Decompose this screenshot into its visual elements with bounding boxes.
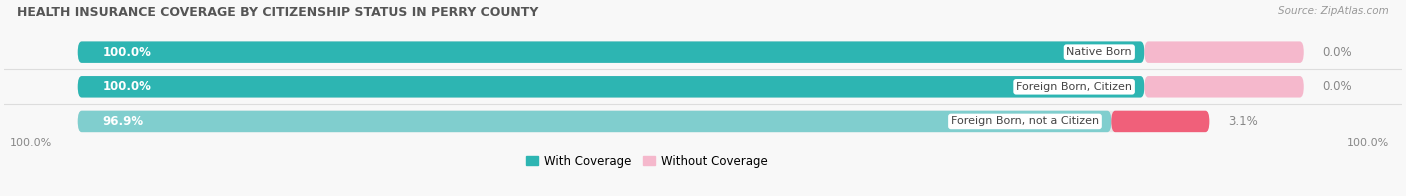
FancyBboxPatch shape — [77, 111, 1144, 132]
Text: 0.0%: 0.0% — [1322, 80, 1351, 93]
FancyBboxPatch shape — [77, 111, 1111, 132]
Text: Native Born: Native Born — [1067, 47, 1132, 57]
FancyBboxPatch shape — [1144, 41, 1303, 63]
Text: HEALTH INSURANCE COVERAGE BY CITIZENSHIP STATUS IN PERRY COUNTY: HEALTH INSURANCE COVERAGE BY CITIZENSHIP… — [17, 6, 538, 19]
Text: Foreign Born, Citizen: Foreign Born, Citizen — [1017, 82, 1132, 92]
FancyBboxPatch shape — [77, 76, 1144, 98]
Text: 100.0%: 100.0% — [103, 80, 150, 93]
Text: 3.1%: 3.1% — [1227, 115, 1257, 128]
FancyBboxPatch shape — [1144, 76, 1303, 98]
Legend: With Coverage, Without Coverage: With Coverage, Without Coverage — [522, 150, 772, 172]
Text: 100.0%: 100.0% — [103, 46, 150, 59]
FancyBboxPatch shape — [77, 41, 1144, 63]
Text: 100.0%: 100.0% — [10, 138, 52, 148]
Text: Source: ZipAtlas.com: Source: ZipAtlas.com — [1278, 6, 1389, 16]
Text: 0.0%: 0.0% — [1322, 46, 1351, 59]
FancyBboxPatch shape — [77, 41, 1144, 63]
FancyBboxPatch shape — [77, 76, 1144, 98]
Text: 96.9%: 96.9% — [103, 115, 143, 128]
FancyBboxPatch shape — [1111, 111, 1209, 132]
Text: 100.0%: 100.0% — [1347, 138, 1389, 148]
Text: Foreign Born, not a Citizen: Foreign Born, not a Citizen — [950, 116, 1099, 126]
